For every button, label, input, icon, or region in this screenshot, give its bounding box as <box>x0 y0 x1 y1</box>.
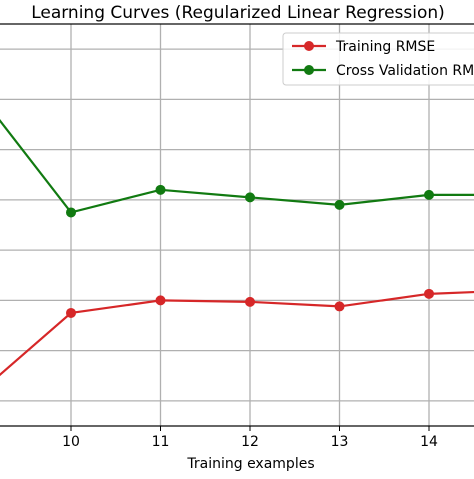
legend: Training RMSE Cross Validation RMSE <box>282 32 474 86</box>
data-point <box>66 307 76 318</box>
chart-title: Learning Curves (Regularized Linear Regr… <box>31 3 445 23</box>
data-point <box>424 189 434 200</box>
x-tick-label: 11 <box>152 434 170 450</box>
legend-swatch-marker <box>304 65 314 75</box>
legend-box <box>282 32 474 86</box>
data-point <box>155 295 166 306</box>
legend-swatch-marker <box>304 41 314 51</box>
x-tick-label: 14 <box>420 434 438 450</box>
legend-label: Training RMSE <box>335 39 435 55</box>
x-tick-label: 10 <box>62 434 80 450</box>
x-tick-layer: 10 11 12 13 14 <box>62 426 438 450</box>
x-axis-title: Training examples <box>186 456 314 472</box>
data-point <box>334 199 345 210</box>
legend-label: Cross Validation RMSE <box>336 63 474 79</box>
data-point <box>334 301 345 312</box>
plot-frame <box>0 23 474 427</box>
x-tick-label: 12 <box>241 434 259 450</box>
data-point <box>66 207 76 218</box>
series-layer <box>0 118 474 377</box>
x-tick-label: 13 <box>331 434 349 450</box>
data-point <box>155 184 166 195</box>
data-point <box>245 296 255 307</box>
data-point <box>245 192 255 203</box>
data-point <box>424 288 434 299</box>
